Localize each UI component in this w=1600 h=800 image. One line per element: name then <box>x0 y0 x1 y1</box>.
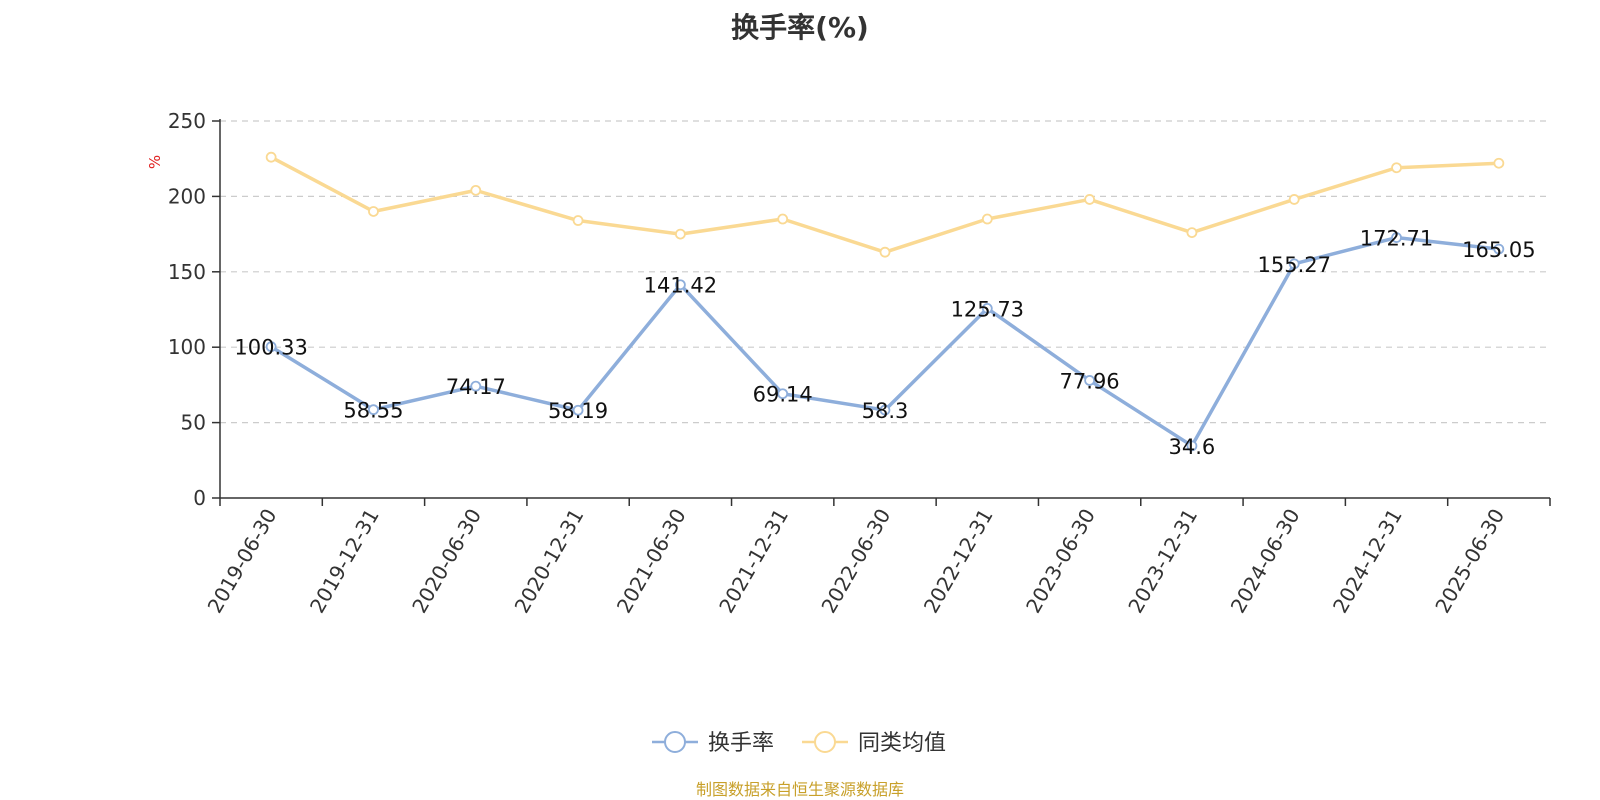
x-tick-label: 2025-06-30 <box>1430 505 1509 618</box>
data-label: 172.71 <box>1360 227 1433 251</box>
data-label: 155.27 <box>1257 253 1330 277</box>
data-point <box>1186 440 1198 452</box>
data-point <box>1186 227 1198 238</box>
data-point <box>265 341 277 353</box>
y-tick-label: 200 <box>168 184 206 208</box>
data-point <box>777 213 789 225</box>
data-label: 69.14 <box>753 383 813 407</box>
data-point <box>981 302 993 314</box>
data-point <box>1391 232 1402 243</box>
x-tick-label: 2022-12-31 <box>919 505 998 618</box>
x-tick-label: 2020-06-30 <box>407 505 486 618</box>
data-label: 34.6 <box>1169 435 1216 459</box>
data-point <box>1084 194 1096 205</box>
data-label: 141.42 <box>644 274 717 298</box>
y-tick-label: 250 <box>168 109 206 133</box>
y-tick-label: 0 <box>193 486 206 510</box>
y-tick-label: 150 <box>168 260 206 284</box>
chart-title: 换手率(%) <box>731 11 869 44</box>
data-point <box>368 206 379 217</box>
data-labels: 100.33 58.55 74.17 58.19 141.42 69.14 58.3 125.… <box>234 227 1535 459</box>
y-tick-label: 100 <box>168 335 206 359</box>
x-tick-label: 2022-06-30 <box>816 505 895 618</box>
data-point <box>879 246 891 258</box>
data-label: 58.3 <box>862 399 909 423</box>
data-point <box>470 184 482 196</box>
x-tick-label: 2024-06-30 <box>1226 505 1305 618</box>
data-point <box>470 380 482 392</box>
legend: 换手率 同类均值 <box>652 731 946 756</box>
x-tick-label: 2023-06-30 <box>1021 505 1100 618</box>
y-tick-label: 50 <box>181 411 206 435</box>
x-tick-label: 2020-12-31 <box>510 505 589 618</box>
data-point <box>777 388 789 400</box>
line-chart: 0 50 100 150 200 250% 2019-06-30 2019-12-31 2020… <box>146 109 1551 756</box>
data-label: 58.55 <box>343 399 403 423</box>
legend-marker <box>814 731 836 753</box>
x-tick-label: 2019-06-30 <box>203 505 282 618</box>
data-point <box>1391 162 1402 174</box>
data-point <box>265 151 277 163</box>
data-label: 74.17 <box>446 375 506 399</box>
data-point <box>674 228 686 240</box>
data-point <box>1288 258 1300 270</box>
data-point <box>572 215 584 226</box>
x-tick-label: 2021-12-31 <box>714 505 793 618</box>
x-tick-label: 2021-06-30 <box>612 505 691 618</box>
data-label: 77.96 <box>1060 369 1120 393</box>
data-point <box>1493 243 1505 255</box>
data-point <box>368 404 379 416</box>
grid-lines <box>220 120 1550 424</box>
data-point <box>981 213 993 225</box>
data-label: 100.33 <box>234 336 307 360</box>
data-point <box>1288 194 1300 205</box>
y-axis-label: % <box>146 155 164 169</box>
data-source-note: 制图数据来自恒生聚源数据库 <box>695 780 904 799</box>
x-tick-label: 2023-12-31 <box>1123 505 1202 618</box>
x-tick-label: 2019-12-31 <box>305 505 384 618</box>
data-point <box>1493 157 1505 169</box>
data-label: 58.19 <box>548 399 608 423</box>
series-line-1 <box>270 155 1499 254</box>
legend-label: 换手率 <box>708 731 774 756</box>
data-label: 125.73 <box>951 297 1024 321</box>
data-point <box>1084 375 1096 386</box>
data-point <box>674 279 686 291</box>
legend-label: 同类均值 <box>858 731 946 756</box>
series-lines <box>265 151 1505 452</box>
x-tick-label: 2024-12-31 <box>1328 505 1407 618</box>
data-label: 165.05 <box>1462 238 1535 262</box>
data-point <box>879 404 891 416</box>
data-point <box>572 404 584 416</box>
legend-marker <box>664 731 686 753</box>
